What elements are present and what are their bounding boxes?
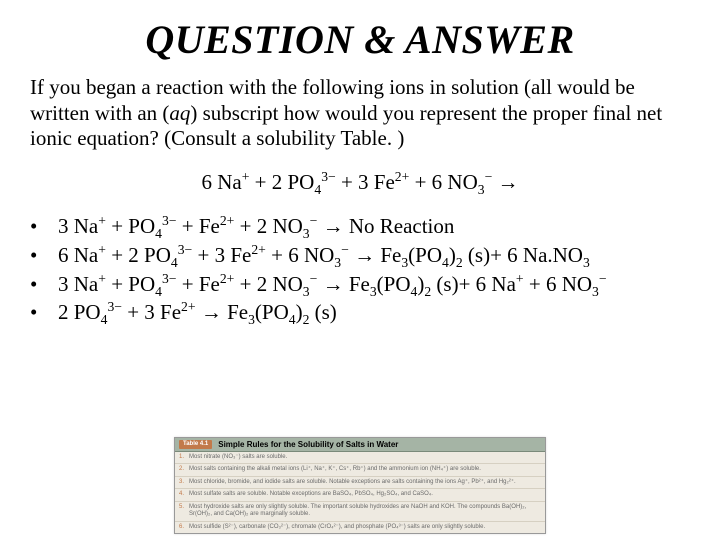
table-row: 6.Most sulfide (S²⁻), carbonate (CO₃²⁻),…: [175, 522, 545, 534]
bullet-icon: •: [30, 271, 58, 298]
table-row: 2.Most salts containing the alkali metal…: [175, 464, 545, 477]
question-text: If you began a reaction with the followi…: [30, 75, 690, 152]
choice-b: • 6 Na+ + 2 PO43− + 3 Fe2+ + 6 NO3− → Fe…: [30, 242, 690, 269]
rule-num: 4.: [179, 491, 189, 499]
bullet-icon: •: [30, 213, 58, 240]
rule-text: Most salts containing the alkali metal i…: [189, 466, 481, 474]
rule-text: Most hydroxide salts are only slightly s…: [189, 504, 541, 519]
choice-a-text: 3 Na+ + PO43− + Fe2+ + 2 NO3− → No React…: [58, 213, 690, 240]
table-tab: Table 4.1: [179, 440, 212, 449]
choice-c: • 3 Na+ + PO43− + Fe2+ + 2 NO3− → Fe3(PO…: [30, 271, 690, 298]
table-row: 1.Most nitrate (NO₃⁻) salts are soluble.: [175, 452, 545, 465]
table-row: 5.Most hydroxide salts are only slightly…: [175, 502, 545, 522]
choice-b-text: 6 Na+ + 2 PO43− + 3 Fe2+ + 6 NO3− → Fe3(…: [58, 242, 690, 269]
rule-text: Most chloride, bromide, and iodide salts…: [189, 479, 516, 487]
rule-text: Most nitrate (NO₃⁻) salts are soluble.: [189, 454, 287, 462]
rule-num: 3.: [179, 479, 189, 487]
rule-text: Most sulfate salts are soluble. Notable …: [189, 491, 433, 499]
solubility-table: Table 4.1 Simple Rules for the Solubilit…: [174, 437, 546, 535]
slide: QUESTION & ANSWER If you began a reactio…: [0, 0, 720, 540]
table-row: 4.Most sulfate salts are soluble. Notabl…: [175, 489, 545, 502]
rule-num: 2.: [179, 466, 189, 474]
question-aq: aq: [169, 101, 190, 125]
choice-c-text: 3 Na+ + PO43− + Fe2+ + 2 NO3− → Fe3(PO4)…: [58, 271, 690, 298]
choice-a: • 3 Na+ + PO43− + Fe2+ + 2 NO3− → No Rea…: [30, 213, 690, 240]
bullet-icon: •: [30, 242, 58, 269]
rule-num: 6.: [179, 524, 189, 532]
rule-text: Most sulfide (S²⁻), carbonate (CO₃²⁻), c…: [189, 524, 485, 532]
choice-d: • 2 PO43− + 3 Fe2+ → Fe3(PO4)2 (s): [30, 299, 690, 326]
bullet-icon: •: [30, 299, 58, 326]
choice-d-text: 2 PO43− + 3 Fe2+ → Fe3(PO4)2 (s): [58, 299, 690, 326]
table-row: 3.Most chloride, bromide, and iodide sal…: [175, 477, 545, 490]
choice-list: • 3 Na+ + PO43− + Fe2+ + 2 NO3− → No Rea…: [30, 213, 690, 327]
table-heading: Simple Rules for the Solubility of Salts…: [218, 440, 398, 449]
table-header: Table 4.1 Simple Rules for the Solubilit…: [175, 438, 545, 452]
slide-title: QUESTION & ANSWER: [30, 16, 690, 63]
given-equation: 6 Na+ + 2 PO43− + 3 Fe2+ + 6 NO3− →: [30, 170, 690, 195]
rule-num: 5.: [179, 504, 189, 519]
rule-num: 1.: [179, 454, 189, 462]
